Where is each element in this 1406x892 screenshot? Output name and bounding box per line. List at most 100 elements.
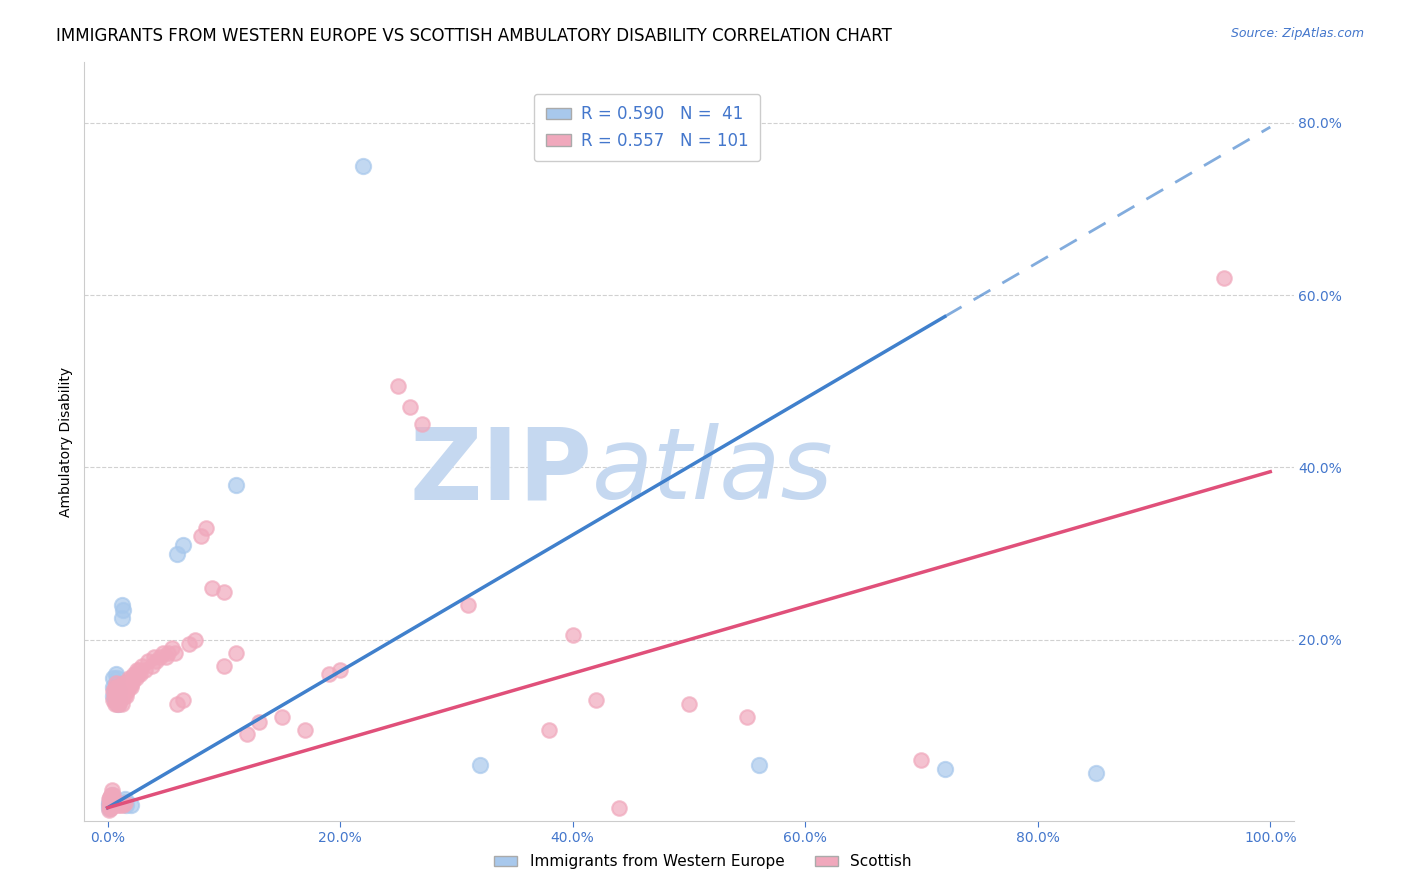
Point: [100, 801, 122, 815]
Point: [115, 689, 138, 703]
Point: [212, 585, 235, 599]
Point: [112, 797, 135, 811]
Point: [166, 547, 188, 561]
Point: [247, 714, 270, 729]
Point: [110, 684, 132, 698]
Point: [149, 649, 172, 664]
Point: [172, 538, 194, 552]
Point: [748, 757, 770, 772]
Point: [112, 680, 135, 694]
Point: [538, 723, 561, 738]
Point: [212, 658, 235, 673]
Point: [104, 684, 127, 698]
Point: [190, 529, 212, 543]
Point: [108, 680, 131, 694]
Text: Source: ZipAtlas.com: Source: ZipAtlas.com: [1230, 27, 1364, 40]
Point: [125, 663, 148, 677]
Point: [166, 698, 188, 712]
Point: [329, 663, 352, 677]
Point: [387, 378, 409, 392]
Point: [115, 675, 138, 690]
Text: atlas: atlas: [592, 424, 834, 520]
Point: [104, 698, 127, 712]
Point: [117, 672, 139, 686]
Point: [98, 797, 121, 811]
Point: [103, 689, 125, 703]
Point: [108, 684, 131, 698]
Point: [100, 798, 122, 813]
Point: [172, 693, 194, 707]
Point: [118, 675, 141, 690]
Point: [104, 693, 127, 707]
Point: [103, 693, 125, 707]
Point: [468, 757, 491, 772]
Point: [120, 680, 142, 694]
Point: [105, 672, 128, 686]
Point: [114, 684, 136, 698]
Point: [110, 698, 132, 712]
Point: [117, 684, 139, 698]
Point: [129, 667, 152, 681]
Point: [97, 798, 120, 813]
Point: [107, 698, 129, 712]
Point: [111, 798, 134, 813]
Point: [152, 646, 174, 660]
Point: [97, 792, 120, 806]
Point: [145, 654, 167, 668]
Point: [136, 654, 159, 668]
Point: [108, 693, 131, 707]
Point: [124, 667, 146, 681]
Point: [411, 417, 433, 432]
Point: [561, 628, 583, 642]
Point: [103, 788, 125, 802]
Point: [111, 675, 134, 690]
Point: [141, 658, 163, 673]
Point: [114, 795, 136, 809]
Point: [97, 801, 120, 815]
Point: [98, 795, 121, 809]
Point: [97, 798, 120, 813]
Point: [124, 672, 146, 686]
Point: [131, 658, 153, 673]
Point: [143, 649, 166, 664]
Point: [110, 798, 132, 813]
Point: [98, 792, 121, 806]
Point: [105, 680, 128, 694]
Point: [127, 667, 149, 681]
Point: [103, 672, 125, 686]
Point: [134, 663, 156, 677]
Point: [184, 632, 207, 647]
Point: [100, 788, 122, 802]
Point: [104, 667, 127, 681]
Point: [107, 693, 129, 707]
Point: [1084, 766, 1107, 780]
Point: [98, 795, 121, 809]
Point: [165, 646, 187, 660]
Point: [114, 797, 136, 811]
Point: [101, 789, 124, 804]
Point: [271, 710, 294, 724]
Point: [101, 789, 124, 804]
Point: [110, 680, 132, 694]
Point: [104, 680, 127, 694]
Point: [105, 680, 128, 694]
Point: [155, 649, 177, 664]
Point: [934, 762, 956, 776]
Point: [100, 798, 122, 813]
Legend: R = 0.590   N =  41, R = 0.557   N = 101: R = 0.590 N = 41, R = 0.557 N = 101: [534, 94, 761, 161]
Point: [103, 795, 125, 809]
Point: [110, 611, 132, 625]
Point: [104, 689, 127, 703]
Point: [225, 646, 247, 660]
Point: [101, 788, 124, 802]
Point: [120, 672, 142, 686]
Point: [120, 798, 142, 813]
Point: [110, 599, 132, 613]
Point: [128, 663, 150, 677]
Point: [105, 698, 128, 712]
Point: [100, 792, 122, 806]
Point: [678, 698, 700, 712]
Point: [97, 803, 120, 817]
Point: [115, 680, 138, 694]
Point: [98, 801, 121, 815]
